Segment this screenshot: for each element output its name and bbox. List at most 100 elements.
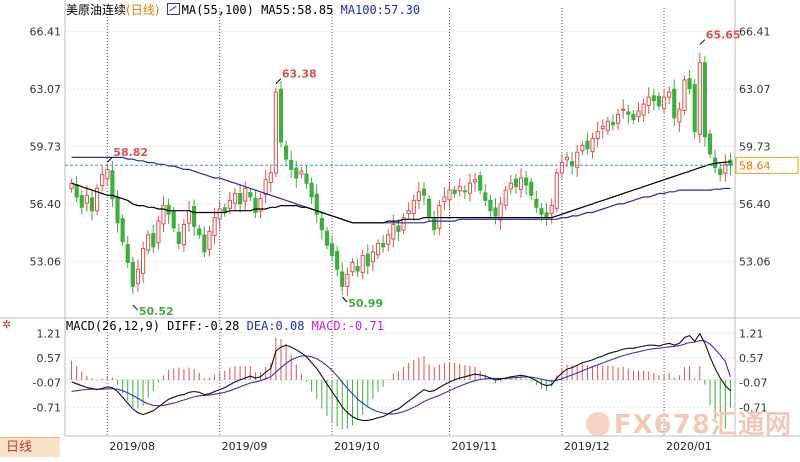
candle-body [130,261,135,287]
candle-body [447,189,452,201]
candle-body [682,79,687,112]
candle [554,168,559,213]
candle [564,151,570,167]
candle-body [304,173,309,184]
candle-body [110,170,115,200]
candle [534,190,539,213]
ma-indicator-label[interactable]: MA(55,100) [181,3,254,17]
candle-body [544,212,549,219]
candle-body [294,167,299,179]
candle [672,79,677,127]
candle-body [238,193,243,205]
candle [661,88,667,115]
candle-body [406,210,411,214]
candle [319,211,324,240]
candle [100,166,105,192]
candle-body [212,217,217,237]
candle-body [381,242,386,248]
ma55-line [71,161,731,224]
candle-body [105,168,110,180]
candle [483,184,488,207]
candle [615,108,621,131]
candle-body [641,103,646,116]
candle [636,102,641,123]
candle-body [421,188,427,196]
candle-body [171,210,176,229]
candle [621,99,626,119]
candle [518,168,524,198]
indicator-settings-icon[interactable]: ✲ [2,318,12,331]
candle-body [564,156,570,161]
candle [186,200,192,232]
candle [687,70,692,95]
candle [381,235,386,253]
candle [513,173,519,194]
candle [667,86,672,105]
candle-body [227,199,232,209]
candle [493,198,498,225]
candle-body [626,111,631,115]
candle [355,258,360,277]
candle [324,226,330,250]
candle [447,183,452,210]
candle [156,215,161,250]
period-tab-daily[interactable]: 日线 [0,437,60,457]
candle-body [529,181,534,196]
price-tick-left: 63.07 [30,83,62,96]
candle-body [192,206,197,227]
candle-body [217,208,222,220]
candle-body [314,193,319,215]
candle-body [549,205,554,214]
candle-body [396,225,401,232]
candle [605,116,610,135]
candle [697,52,702,143]
macd-tick-left: 0.57 [37,352,62,365]
annotation-pointer [275,78,282,85]
indicator-legend-icon[interactable] [166,3,180,15]
price-tick-right: 63.07 [739,83,771,96]
candle-body [263,179,268,196]
price-tick-left: 66.41 [30,26,62,39]
macd-histogram [65,337,735,430]
candle-body [161,205,166,225]
annotation-pointer [341,296,348,303]
candle-body [146,234,151,251]
candle [207,225,212,257]
price-tick-right: 59.73 [739,141,771,154]
candle-body [74,184,79,198]
candle [304,165,309,189]
macd-lines [71,332,731,421]
candle-body [176,231,181,244]
candle-body [345,273,350,287]
candle-body [151,232,156,248]
price-annotations: 58.82 50.52 63.38 50.99 65.65 [106,29,741,318]
x-tick-label: 2019/11 [452,440,498,453]
instrument-name: 美原油连续 [66,3,127,17]
candle [508,174,513,195]
candle [151,225,156,253]
x-tick-label: 2019/09 [222,440,268,453]
x-tick-label: 2020/01 [666,440,712,453]
candle [125,236,130,269]
diff-line [71,332,731,421]
candle-body [646,96,651,106]
candle-body [452,189,457,195]
moving-average-lines [71,156,731,224]
candle [718,163,723,182]
macd-indicator-label[interactable]: MACD(26,12,9) [66,319,160,333]
candle [253,189,258,219]
candle-body [580,144,585,152]
annotation-pointer [106,156,113,163]
candle [248,188,253,202]
candlestick-series [69,52,733,297]
candle [626,104,631,125]
price-tick-left: 59.73 [30,141,62,154]
candle-body [457,186,462,192]
macd-tick-left: -0.07 [33,377,61,390]
price-annotation-label: 63.38 [282,68,317,81]
candle [238,183,243,213]
candle-body [605,120,610,132]
candle-body [125,243,130,263]
price-tick-right: 53.06 [739,255,771,268]
